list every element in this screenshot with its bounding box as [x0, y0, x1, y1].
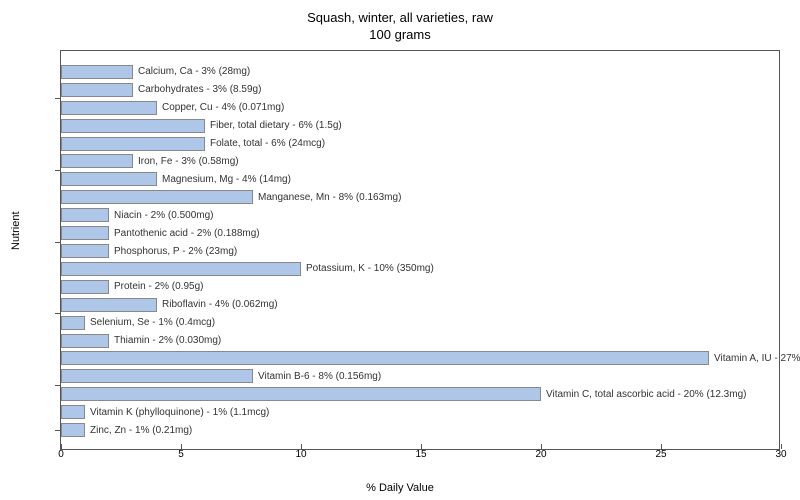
bar-row: Manganese, Mn - 8% (0.163mg) [61, 190, 401, 204]
bar-label: Carbohydrates - 3% (8.59g) [138, 84, 261, 95]
chart-title: Squash, winter, all varieties, raw 100 g… [0, 0, 800, 44]
bar [61, 172, 157, 186]
x-tick-label: 25 [655, 449, 666, 460]
bar-row: Vitamin K (phylloquinone) - 1% (1.1mcg) [61, 405, 269, 419]
bar [61, 423, 85, 437]
bar [61, 316, 85, 330]
x-tick-label: 5 [178, 449, 184, 460]
bar-label: Protein - 2% (0.95g) [114, 281, 204, 292]
bar-row: Zinc, Zn - 1% (0.21mg) [61, 423, 192, 437]
x-tick-label: 0 [58, 449, 64, 460]
bars-layer: Calcium, Ca - 3% (28mg) Carbohydrates - 3… [61, 51, 779, 449]
bar [61, 83, 133, 97]
bar-row: Folate, total - 6% (24mcg) [61, 137, 325, 151]
bar-row: Calcium, Ca - 3% (28mg) [61, 65, 250, 79]
bar-label: Phosphorus, P - 2% (23mg) [114, 246, 237, 257]
bar [61, 190, 253, 204]
bar-row: Riboflavin - 4% (0.062mg) [61, 298, 278, 312]
bar-label: Copper, Cu - 4% (0.071mg) [162, 102, 284, 113]
bar-row: Vitamin A, IU - 27% (1367IU) [61, 351, 800, 365]
y-tick-mark [55, 313, 60, 314]
bar [61, 387, 541, 401]
y-tick-mark [55, 242, 60, 243]
x-tick-label: 30 [775, 449, 786, 460]
bar-row: Niacin - 2% (0.500mg) [61, 208, 213, 222]
bar-label: Folate, total - 6% (24mcg) [210, 138, 325, 149]
bar-row: Thiamin - 2% (0.030mg) [61, 334, 221, 348]
y-axis-label: Nutrient [10, 211, 22, 250]
bar-label: Magnesium, Mg - 4% (14mg) [162, 174, 291, 185]
bar-label: Vitamin A, IU - 27% (1367IU) [714, 353, 800, 364]
bar [61, 351, 709, 365]
bar-label: Potassium, K - 10% (350mg) [306, 263, 434, 274]
y-tick-mark [55, 430, 60, 431]
bar-row: Selenium, Se - 1% (0.4mcg) [61, 316, 215, 330]
bar-row: Fiber, total dietary - 6% (1.5g) [61, 119, 342, 133]
title-line2: 100 grams [369, 27, 430, 42]
bar [61, 244, 109, 258]
bar [61, 298, 157, 312]
y-tick-mark [55, 98, 60, 99]
bar-label: Manganese, Mn - 8% (0.163mg) [258, 192, 401, 203]
bar [61, 119, 205, 133]
plot-area: Calcium, Ca - 3% (28mg) Carbohydrates - 3… [60, 50, 780, 450]
bar-label: Vitamin B-6 - 8% (0.156mg) [258, 371, 381, 382]
bar [61, 262, 301, 276]
bar-label: Niacin - 2% (0.500mg) [114, 210, 213, 221]
bar-row: Carbohydrates - 3% (8.59g) [61, 83, 261, 97]
bar [61, 154, 133, 168]
bar [61, 405, 85, 419]
x-tick-label: 20 [535, 449, 546, 460]
bar-label: Vitamin C, total ascorbic acid - 20% (12… [546, 389, 746, 400]
y-tick-mark [55, 170, 60, 171]
bar [61, 369, 253, 383]
bar-row: Potassium, K - 10% (350mg) [61, 262, 434, 276]
bar [61, 101, 157, 115]
x-ticks: 051015202530 [61, 449, 779, 467]
y-tick-mark [55, 385, 60, 386]
x-tick-label: 10 [295, 449, 306, 460]
bar [61, 208, 109, 222]
bar-row: Iron, Fe - 3% (0.58mg) [61, 154, 239, 168]
x-axis-label: % Daily Value [0, 482, 800, 494]
bar-row: Pantothenic acid - 2% (0.188mg) [61, 226, 260, 240]
bar-label: Vitamin K (phylloquinone) - 1% (1.1mcg) [90, 407, 269, 418]
bar [61, 65, 133, 79]
bar [61, 280, 109, 294]
bar-row: Copper, Cu - 4% (0.071mg) [61, 101, 284, 115]
bar [61, 334, 109, 348]
bar-label: Riboflavin - 4% (0.062mg) [162, 299, 278, 310]
bar-row: Vitamin B-6 - 8% (0.156mg) [61, 369, 381, 383]
bar-label: Calcium, Ca - 3% (28mg) [138, 66, 250, 77]
bar [61, 226, 109, 240]
bar-row: Magnesium, Mg - 4% (14mg) [61, 172, 291, 186]
nutrient-chart: Squash, winter, all varieties, raw 100 g… [0, 0, 800, 500]
bar-label: Zinc, Zn - 1% (0.21mg) [90, 425, 192, 436]
bar-label: Pantothenic acid - 2% (0.188mg) [114, 228, 260, 239]
bar-row: Vitamin C, total ascorbic acid - 20% (12… [61, 387, 746, 401]
bar-row: Phosphorus, P - 2% (23mg) [61, 244, 237, 258]
bar-label: Fiber, total dietary - 6% (1.5g) [210, 120, 342, 131]
x-tick-label: 15 [415, 449, 426, 460]
bar-label: Iron, Fe - 3% (0.58mg) [138, 156, 239, 167]
title-line1: Squash, winter, all varieties, raw [307, 10, 493, 25]
bar-label: Thiamin - 2% (0.030mg) [114, 335, 221, 346]
bar-label: Selenium, Se - 1% (0.4mcg) [90, 317, 215, 328]
bar [61, 137, 205, 151]
bar-row: Protein - 2% (0.95g) [61, 280, 204, 294]
